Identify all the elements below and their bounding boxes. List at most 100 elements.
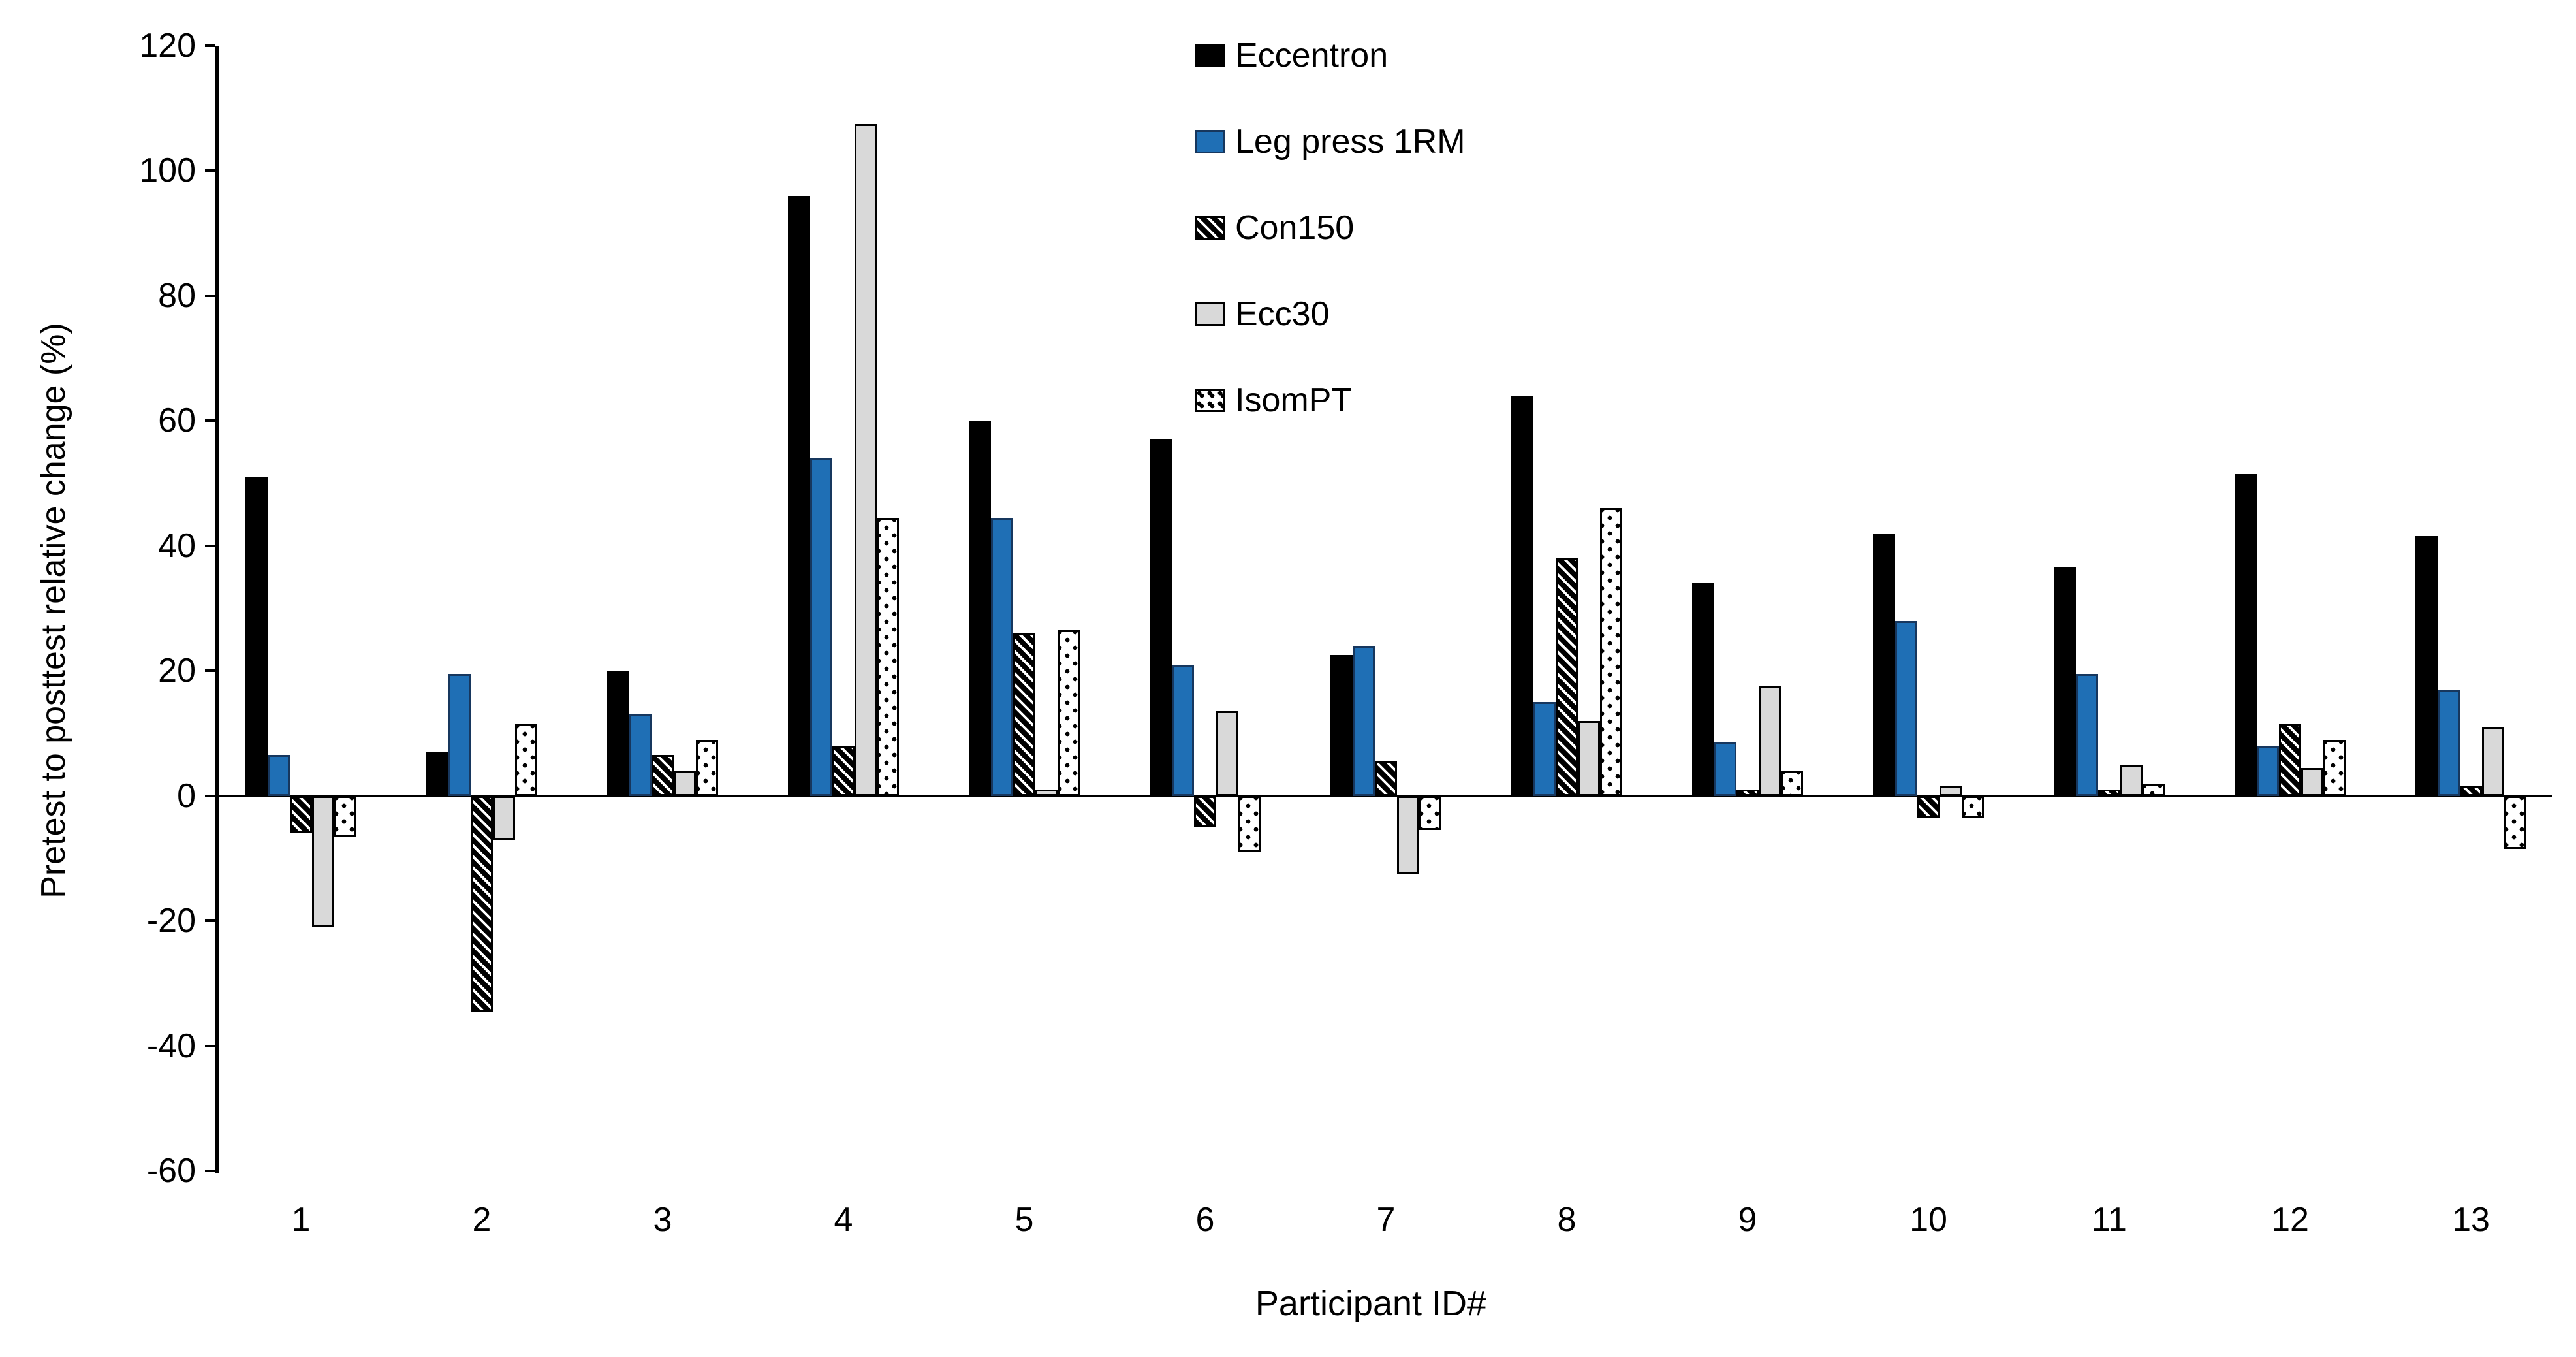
y-tick-label: 120: [139, 27, 196, 65]
bar-isompt-p13: [2504, 795, 2526, 850]
bar-isompt-p1: [334, 795, 356, 837]
y-tick-label: 0: [177, 776, 196, 815]
bar-con150-p8: [1556, 558, 1578, 796]
bar-ecc30-p1: [312, 795, 334, 927]
legend-swatch-icon: [1195, 44, 1225, 67]
bar-eccentron-p1: [245, 477, 268, 796]
bar-con150-p2: [471, 795, 493, 1012]
x-category-label-6: 6: [1195, 1201, 1215, 1239]
bar-leg-press-1rm-p10: [1895, 620, 1917, 796]
y-tick-label: 80: [158, 276, 196, 315]
bar-eccentron-p9: [1692, 583, 1714, 796]
bar-eccentron-p10: [1873, 533, 1895, 796]
legend-label: Leg press 1RM: [1235, 123, 1466, 161]
bar-con150-p12: [2279, 724, 2301, 796]
bar-ecc30-p13: [2482, 727, 2504, 796]
bar-ecc30-p11: [2120, 764, 2143, 796]
bar-isompt-p12: [2323, 739, 2346, 796]
bar-eccentron-p13: [2415, 536, 2438, 796]
y-tick-label: 60: [158, 402, 196, 440]
bar-leg-press-1rm-p8: [1533, 702, 1556, 796]
bar-con150-p5: [1013, 633, 1035, 796]
bar-isompt-p7: [1419, 795, 1441, 831]
x-category-label-7: 7: [1376, 1201, 1396, 1239]
bar-con150-p13: [2460, 786, 2482, 796]
legend-label: Eccentron: [1235, 37, 1389, 74]
bar-leg-press-1rm-p1: [268, 755, 290, 796]
bar-con150-p4: [832, 746, 855, 796]
x-category-label-3: 3: [653, 1201, 672, 1239]
bar-isompt-p2: [515, 724, 537, 796]
bar-ecc30-p2: [493, 795, 515, 840]
legend-swatch-icon: [1195, 302, 1225, 326]
bar-leg-press-1rm-p2: [448, 674, 471, 796]
x-axis-title: Participant ID#: [1255, 1284, 1487, 1323]
bar-ecc30-p10: [1940, 786, 1962, 796]
bar-leg-press-1rm-p3: [629, 714, 652, 796]
x-category-label-13: 13: [2452, 1201, 2490, 1239]
y-tick-mark: [205, 169, 215, 172]
legend-item-ecc30: Ecc30: [1195, 295, 1330, 334]
bar-eccentron-p7: [1330, 655, 1353, 796]
bar-leg-press-1rm-p11: [2076, 674, 2098, 796]
x-category-label-2: 2: [472, 1201, 492, 1239]
bar-eccentron-p8: [1511, 396, 1533, 796]
bar-isompt-p10: [1962, 795, 1984, 818]
bar-con150-p1: [290, 795, 312, 834]
bar-leg-press-1rm-p7: [1353, 645, 1375, 796]
legend-item-leg-press-1rm: Leg press 1RM: [1195, 122, 1466, 161]
bar-isompt-p3: [696, 739, 718, 796]
y-tick-mark: [205, 1044, 215, 1047]
bar-isompt-p9: [1781, 771, 1803, 796]
y-tick-label: 100: [139, 152, 196, 190]
x-category-label-1: 1: [291, 1201, 311, 1239]
bar-leg-press-1rm-p9: [1714, 742, 1736, 796]
y-axis-title: Pretest to posttest relative change (%): [35, 323, 72, 899]
bar-ecc30-p12: [2301, 767, 2323, 796]
bar-eccentron-p5: [969, 421, 991, 796]
bar-ecc30-p6: [1216, 711, 1238, 796]
bar-con150-p9: [1736, 790, 1759, 796]
bar-con150-p10: [1917, 795, 1940, 818]
bar-con150-p3: [652, 755, 674, 796]
bar-ecc30-p4: [855, 123, 877, 796]
bar-ecc30-p9: [1759, 686, 1781, 796]
y-tick-mark: [205, 419, 215, 423]
bar-leg-press-1rm-p5: [991, 517, 1013, 796]
x-axis-zero-line: [215, 795, 2552, 797]
legend-label: IsomPT: [1235, 381, 1353, 419]
y-tick-mark: [205, 794, 215, 797]
x-category-label-12: 12: [2271, 1201, 2309, 1239]
bar-isompt-p4: [877, 517, 899, 796]
bar-eccentron-p3: [607, 671, 629, 796]
bar-isompt-p5: [1058, 630, 1080, 796]
x-category-label-11: 11: [2092, 1201, 2127, 1239]
bar-ecc30-p7: [1397, 795, 1419, 874]
bar-con150-p6: [1194, 795, 1216, 827]
x-category-label-10: 10: [1909, 1201, 1947, 1239]
legend-item-isompt: IsomPT: [1195, 381, 1352, 420]
bar-eccentron-p4: [788, 195, 810, 796]
bar-leg-press-1rm-p6: [1172, 664, 1194, 796]
bar-ecc30-p3: [674, 771, 696, 796]
y-tick-mark: [205, 669, 215, 673]
bar-eccentron-p6: [1150, 439, 1172, 796]
bar-leg-press-1rm-p4: [810, 458, 832, 796]
bar-con150-p11: [2098, 790, 2120, 796]
bar-con150-p7: [1375, 761, 1397, 796]
bar-eccentron-p12: [2235, 473, 2257, 796]
y-tick-mark: [205, 544, 215, 547]
legend-swatch-icon: [1195, 216, 1225, 240]
bar-isompt-p6: [1238, 795, 1261, 852]
bar-ecc30-p8: [1578, 720, 1600, 796]
legend-swatch-icon: [1195, 389, 1225, 412]
legend-item-eccentron: Eccentron: [1195, 36, 1388, 75]
y-tick-label: -20: [146, 902, 196, 940]
x-category-label-8: 8: [1557, 1201, 1577, 1239]
legend-item-con150: Con150: [1195, 208, 1354, 247]
bar-isompt-p11: [2143, 783, 2165, 796]
y-tick-mark: [205, 44, 215, 47]
y-tick-label: -40: [146, 1027, 196, 1065]
y-axis-line: [215, 46, 219, 1173]
